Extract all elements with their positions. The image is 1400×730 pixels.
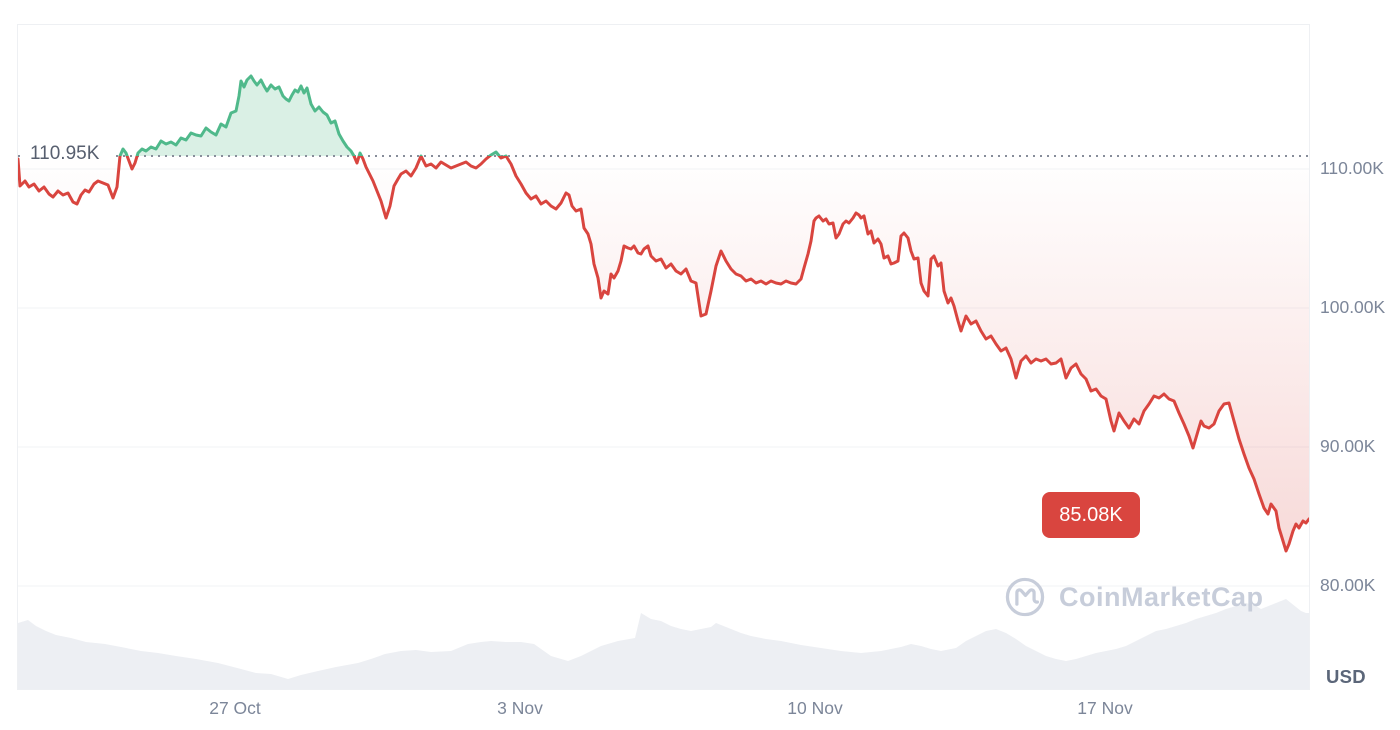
- x-axis-label: 3 Nov: [497, 698, 543, 718]
- x-axis-label: 27 Oct: [209, 698, 261, 718]
- y-axis-label: 110.00K: [1320, 158, 1384, 178]
- y-axis-label: 80.00K: [1320, 575, 1376, 595]
- volume-area: [18, 599, 1309, 689]
- chart-plot-area[interactable]: [17, 24, 1310, 690]
- price-chart-svg[interactable]: [18, 25, 1309, 689]
- x-axis-label: 10 Nov: [787, 698, 843, 718]
- price-line-red: [18, 156, 1309, 553]
- y-axis-label: 100.00K: [1320, 297, 1386, 317]
- currency-label: USD: [1326, 666, 1366, 687]
- x-axis-label: 17 Nov: [1077, 698, 1133, 718]
- price-line-green: [118, 74, 508, 156]
- green-area-fill: [18, 76, 1309, 156]
- y-axis-label: 90.00K: [1320, 436, 1376, 456]
- red-area-fill: [18, 156, 1309, 551]
